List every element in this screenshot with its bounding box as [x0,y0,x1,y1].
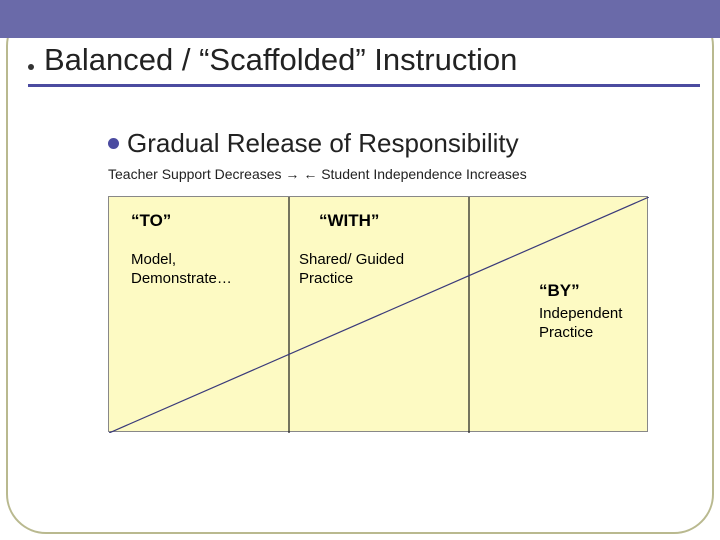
title-bullet-icon [28,64,34,70]
subtitle-row: Gradual Release of Responsibility [108,128,519,159]
column-body-2: Independent Practice [539,305,622,343]
bullet-icon [108,138,119,149]
column-body-1: Shared/ Guided Practice [299,251,404,289]
subtitle-text: Gradual Release of Responsibility [127,128,519,159]
column-body-0: Model, Demonstrate… [131,251,232,289]
gradual-release-chart: “TO” Model, Demonstrate… “WITH” Shared/ Gui… [108,196,648,432]
column-head-0: “TO” [131,211,171,231]
caption-text: Teacher Support Decreases → ← Student In… [108,166,527,182]
slide-title: Balanced / “Scaffolded” Instruction [44,42,517,78]
column-head-2: “BY” [539,281,580,301]
title-row: Balanced / “Scaffolded” Instruction [28,42,700,87]
column-head-1: “WITH” [319,211,379,231]
header-band [0,0,720,38]
